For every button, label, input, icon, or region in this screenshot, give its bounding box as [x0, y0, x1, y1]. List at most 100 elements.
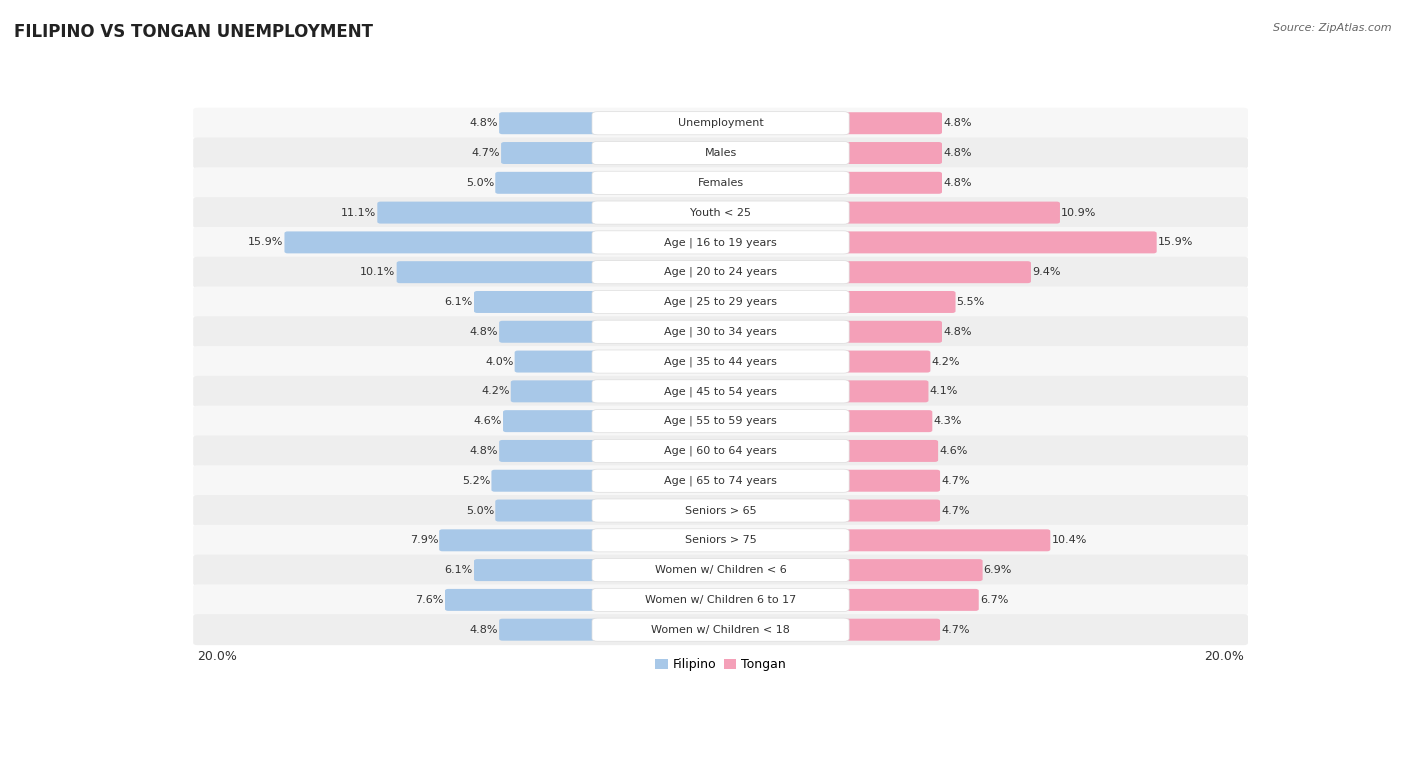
FancyBboxPatch shape: [842, 142, 942, 164]
Text: 10.1%: 10.1%: [360, 267, 395, 277]
Text: Age | 30 to 34 years: Age | 30 to 34 years: [664, 326, 778, 337]
FancyBboxPatch shape: [193, 257, 1249, 288]
FancyBboxPatch shape: [499, 440, 599, 462]
Text: Seniors > 65: Seniors > 65: [685, 506, 756, 516]
FancyBboxPatch shape: [842, 559, 983, 581]
Text: 10.9%: 10.9%: [1062, 207, 1097, 217]
Text: 4.7%: 4.7%: [941, 475, 970, 486]
FancyBboxPatch shape: [193, 197, 1249, 228]
Text: 4.8%: 4.8%: [470, 327, 498, 337]
Text: Age | 16 to 19 years: Age | 16 to 19 years: [664, 237, 778, 248]
FancyBboxPatch shape: [193, 167, 1249, 198]
FancyBboxPatch shape: [501, 142, 599, 164]
FancyBboxPatch shape: [474, 559, 599, 581]
FancyBboxPatch shape: [193, 614, 1249, 645]
FancyBboxPatch shape: [842, 201, 1060, 223]
FancyBboxPatch shape: [842, 410, 932, 432]
FancyBboxPatch shape: [592, 201, 849, 224]
Text: 4.8%: 4.8%: [470, 625, 498, 634]
Text: Youth < 25: Youth < 25: [690, 207, 751, 217]
FancyBboxPatch shape: [377, 201, 599, 223]
FancyBboxPatch shape: [592, 439, 849, 463]
Text: 4.6%: 4.6%: [474, 416, 502, 426]
Text: Age | 35 to 44 years: Age | 35 to 44 years: [664, 357, 778, 367]
Text: 4.8%: 4.8%: [943, 327, 972, 337]
Text: Women w/ Children < 18: Women w/ Children < 18: [651, 625, 790, 634]
FancyBboxPatch shape: [503, 410, 599, 432]
Text: Women w/ Children < 6: Women w/ Children < 6: [655, 565, 786, 575]
Text: 10.4%: 10.4%: [1052, 535, 1087, 545]
FancyBboxPatch shape: [193, 107, 1249, 139]
FancyBboxPatch shape: [515, 350, 599, 372]
Text: 6.1%: 6.1%: [444, 297, 472, 307]
FancyBboxPatch shape: [592, 231, 849, 254]
Text: 4.7%: 4.7%: [941, 625, 970, 634]
Text: 5.0%: 5.0%: [465, 178, 494, 188]
Legend: Filipino, Tongan: Filipino, Tongan: [650, 653, 792, 676]
FancyBboxPatch shape: [842, 440, 938, 462]
Text: 5.5%: 5.5%: [956, 297, 984, 307]
FancyBboxPatch shape: [842, 470, 941, 492]
Text: Age | 25 to 29 years: Age | 25 to 29 years: [664, 297, 778, 307]
FancyBboxPatch shape: [592, 559, 849, 581]
Text: Age | 60 to 64 years: Age | 60 to 64 years: [664, 446, 778, 456]
FancyBboxPatch shape: [842, 618, 941, 640]
FancyBboxPatch shape: [842, 529, 1050, 551]
Text: 4.6%: 4.6%: [939, 446, 967, 456]
FancyBboxPatch shape: [592, 291, 849, 313]
FancyBboxPatch shape: [193, 138, 1249, 169]
Text: 4.1%: 4.1%: [929, 386, 957, 397]
FancyBboxPatch shape: [842, 321, 942, 343]
Text: 4.8%: 4.8%: [943, 118, 972, 128]
FancyBboxPatch shape: [193, 376, 1249, 407]
FancyBboxPatch shape: [193, 286, 1249, 317]
FancyBboxPatch shape: [193, 584, 1249, 615]
Text: Seniors > 75: Seniors > 75: [685, 535, 756, 545]
FancyBboxPatch shape: [592, 410, 849, 433]
FancyBboxPatch shape: [396, 261, 599, 283]
FancyBboxPatch shape: [592, 380, 849, 403]
FancyBboxPatch shape: [592, 528, 849, 552]
Text: 4.7%: 4.7%: [471, 148, 501, 158]
Text: 4.2%: 4.2%: [932, 357, 960, 366]
FancyBboxPatch shape: [499, 618, 599, 640]
FancyBboxPatch shape: [193, 555, 1249, 586]
Text: 4.3%: 4.3%: [934, 416, 962, 426]
FancyBboxPatch shape: [510, 380, 599, 402]
FancyBboxPatch shape: [842, 350, 931, 372]
FancyBboxPatch shape: [495, 500, 599, 522]
Text: 6.9%: 6.9%: [984, 565, 1012, 575]
FancyBboxPatch shape: [495, 172, 599, 194]
Text: Age | 65 to 74 years: Age | 65 to 74 years: [664, 475, 778, 486]
FancyBboxPatch shape: [193, 346, 1249, 377]
FancyBboxPatch shape: [592, 350, 849, 373]
Text: Males: Males: [704, 148, 737, 158]
Text: 5.0%: 5.0%: [465, 506, 494, 516]
Text: 6.1%: 6.1%: [444, 565, 472, 575]
Text: 20.0%: 20.0%: [197, 650, 238, 663]
Text: 15.9%: 15.9%: [1157, 238, 1194, 248]
FancyBboxPatch shape: [193, 466, 1249, 496]
Text: 4.8%: 4.8%: [943, 148, 972, 158]
Text: 4.0%: 4.0%: [485, 357, 513, 366]
FancyBboxPatch shape: [193, 227, 1249, 258]
FancyBboxPatch shape: [592, 111, 849, 135]
FancyBboxPatch shape: [193, 495, 1249, 526]
Text: 11.1%: 11.1%: [342, 207, 377, 217]
Text: FILIPINO VS TONGAN UNEMPLOYMENT: FILIPINO VS TONGAN UNEMPLOYMENT: [14, 23, 373, 41]
Text: 4.8%: 4.8%: [470, 118, 498, 128]
Text: 6.7%: 6.7%: [980, 595, 1008, 605]
FancyBboxPatch shape: [842, 589, 979, 611]
FancyBboxPatch shape: [592, 171, 849, 195]
Text: Age | 45 to 54 years: Age | 45 to 54 years: [664, 386, 778, 397]
FancyBboxPatch shape: [284, 232, 599, 254]
FancyBboxPatch shape: [592, 320, 849, 344]
FancyBboxPatch shape: [842, 380, 928, 402]
FancyBboxPatch shape: [842, 500, 941, 522]
FancyBboxPatch shape: [842, 261, 1031, 283]
FancyBboxPatch shape: [592, 588, 849, 612]
Text: 15.9%: 15.9%: [247, 238, 284, 248]
Text: 7.6%: 7.6%: [416, 595, 444, 605]
Text: 5.2%: 5.2%: [463, 475, 491, 486]
FancyBboxPatch shape: [592, 142, 849, 164]
